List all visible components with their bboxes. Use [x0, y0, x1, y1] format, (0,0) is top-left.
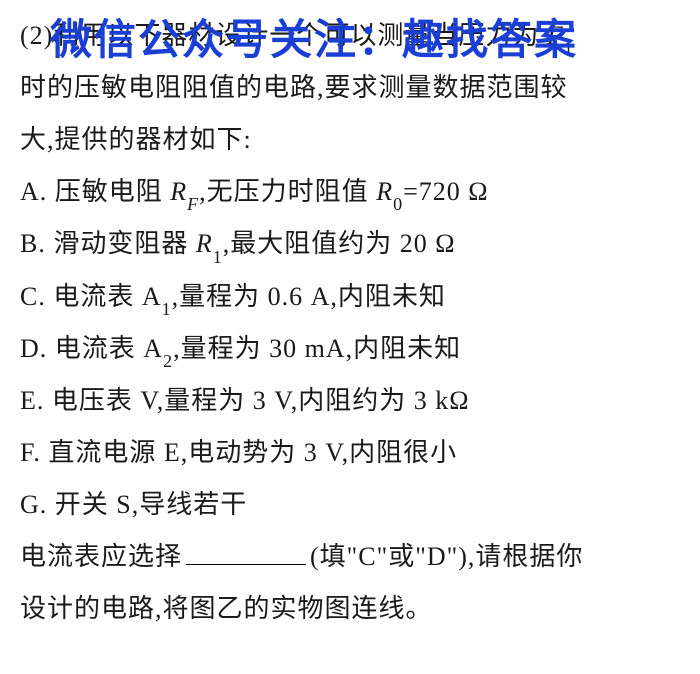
line-last: 设计的电路,将图乙的实物图连线。: [20, 583, 680, 635]
text: (填"C"或"D"),请根据你: [310, 542, 583, 571]
line-option-e: E. 电压表 V,量程为 3 V,内阻约为 3 kΩ: [20, 375, 680, 427]
sub-1: 1: [564, 38, 574, 58]
text: B. 滑动变阻器: [20, 229, 196, 258]
text: (2)利用以下器材设计一个可以测量当压力为: [20, 21, 547, 50]
sub-1: 1: [162, 299, 172, 319]
line-option-g: G. 开关 S,导线若干: [20, 479, 680, 531]
fill-blank[interactable]: [186, 545, 306, 565]
line-option-d: D. 电流表 A2,量程为 30 mA,内阻未知: [20, 323, 680, 375]
text: C. 电流表 A: [20, 282, 162, 311]
sub-2: 2: [163, 351, 173, 371]
text: D. 电流表 A: [20, 334, 163, 363]
document-body: (2)利用以下器材设计一个可以测量当压力为 F1 时的压敏电阻阻值的电路,要求测…: [0, 0, 700, 645]
line-option-c: C. 电流表 A1,量程为 0.6 A,内阻未知: [20, 271, 680, 323]
var-R0: R: [376, 177, 393, 206]
var-R1: R: [196, 229, 213, 258]
text: ,无压力时阻值: [199, 177, 376, 206]
text: ,最大阻值约为 20 Ω: [223, 229, 456, 258]
text: A. 压敏电阻: [20, 177, 170, 206]
var-RF: R: [170, 177, 187, 206]
text: ,量程为 30 mA,内阻未知: [173, 334, 461, 363]
line-intro-1: (2)利用以下器材设计一个可以测量当压力为 F1: [20, 10, 680, 62]
line-option-a: A. 压敏电阻 RF,无压力时阻值 R0=720 Ω: [20, 166, 680, 218]
text: =720 Ω: [403, 177, 489, 206]
var-F: F: [547, 21, 564, 50]
line-question: 电流表应选择 (填"C"或"D"),请根据你: [20, 531, 680, 583]
sub-F: F: [187, 194, 199, 214]
line-option-f: F. 直流电源 E,电动势为 3 V,内阻很小: [20, 427, 680, 479]
line-intro-2: 时的压敏电阻阻值的电路,要求测量数据范围较: [20, 62, 680, 114]
sub-0: 0: [393, 194, 403, 214]
text: 电流表应选择: [20, 542, 182, 571]
text: ,量程为 0.6 A,内阻未知: [172, 282, 446, 311]
line-intro-3: 大,提供的器材如下:: [20, 114, 680, 166]
sub-1: 1: [213, 247, 223, 267]
line-option-b: B. 滑动变阻器 R1,最大阻值约为 20 Ω: [20, 218, 680, 270]
